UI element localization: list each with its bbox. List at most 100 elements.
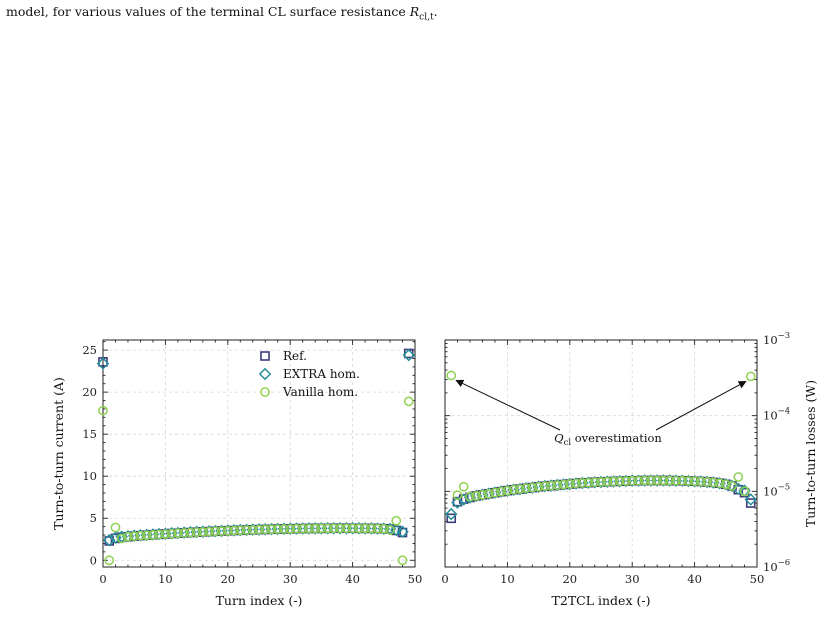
y-tick-label: 15 [82,427,97,441]
data-point [658,475,669,486]
data-point [141,530,152,541]
y-tick-label: 10−4 [763,407,790,423]
y-axis-label: Turn-to-turn current (A) [51,377,66,530]
y-tick-label: 5 [90,511,97,525]
data-point [402,348,416,362]
data-point [552,480,563,490]
data-point [490,487,500,498]
data-point [310,523,321,534]
data-point [341,523,352,534]
data-point [266,524,277,535]
data-point [558,479,569,490]
data-point [739,486,750,497]
caption-subscript: cl,t [419,12,434,23]
data-point [583,477,594,488]
data-point [191,527,202,538]
data-point [110,522,121,533]
series-circle [98,396,414,566]
x-tick-label: 0 [441,572,448,586]
data-point [671,475,681,486]
data-point [646,475,656,486]
data-point [216,526,227,536]
x-axis-label: Turn index (-) [216,593,303,608]
annotation-arrow [655,380,747,431]
figure-caption: model, for various values of the termina… [6,4,438,26]
data-point [471,491,482,501]
data-point [458,481,469,492]
data-point [385,525,395,535]
data-point [272,524,283,535]
data-point [166,528,177,539]
data-point [297,523,308,534]
data-point [639,475,650,486]
data-point [235,525,246,536]
data-point [621,476,631,486]
data-point [596,477,606,487]
data-point [564,479,575,489]
data-point [627,475,638,486]
data-point [677,475,687,486]
data-point [539,481,550,492]
data-point [316,523,327,534]
y-tick-label: 10−6 [763,558,790,574]
data-point [714,478,725,489]
series-diamond [96,348,416,547]
data-point [197,527,208,537]
y-tick-label-exponent: −6 [778,558,791,568]
data-point [483,488,494,499]
data-point [397,555,408,566]
data-point [154,529,165,540]
data-point [254,524,264,535]
data-point [496,486,507,497]
data-point [589,477,600,488]
data-point [451,496,464,509]
data-point [116,533,127,544]
legend-marker [258,367,272,381]
caption-symbol: R [409,4,420,19]
x-tick-label: 20 [220,572,235,586]
data-point [403,396,414,407]
x-tick-label: 40 [345,572,360,586]
data-point [571,478,581,489]
data-point [102,533,116,547]
series-circle [446,370,756,502]
x-tick-label: 50 [408,572,423,586]
legend-label: EXTRA hom. [283,367,360,381]
data-point [465,491,475,502]
data-point [291,523,302,534]
data-point [347,523,358,534]
data-point [104,555,115,566]
data-point [229,525,239,536]
data-point [260,524,271,535]
y-tick-label-exponent: −4 [778,407,791,417]
data-point [732,482,745,496]
data-point [533,481,544,492]
data-point [664,475,675,486]
y-tick-label: 20 [82,385,97,399]
data-point [335,523,345,534]
data-point [135,530,146,541]
data-point [148,530,158,540]
data-point [285,524,296,534]
data-point [98,405,108,416]
y-tick-label-base: 10 [763,484,778,498]
data-point [477,489,488,500]
data-point [733,472,744,482]
y-tick-label: 0 [90,553,97,567]
data-point [322,523,333,534]
y-tick-label-exponent: −5 [778,482,791,492]
data-point [372,523,383,534]
legend-marker [260,387,270,397]
y-tick-label: 25 [82,343,97,357]
plot-frame [102,339,416,568]
y-tick-label-base: 10 [763,333,778,347]
data-point [515,484,525,494]
y-tick-label-exponent: −3 [778,331,791,341]
series-square [98,348,414,546]
y-axis-label: Turn-to-turn losses (W) [803,380,818,527]
data-point [353,523,364,534]
data-point [695,476,706,487]
data-point [185,527,196,538]
data-point [577,478,588,488]
current-chart-panel: 0 10 20 30 40 50 0 5 10 15 20 25 Turn index (-) Turn-… [51,339,423,608]
